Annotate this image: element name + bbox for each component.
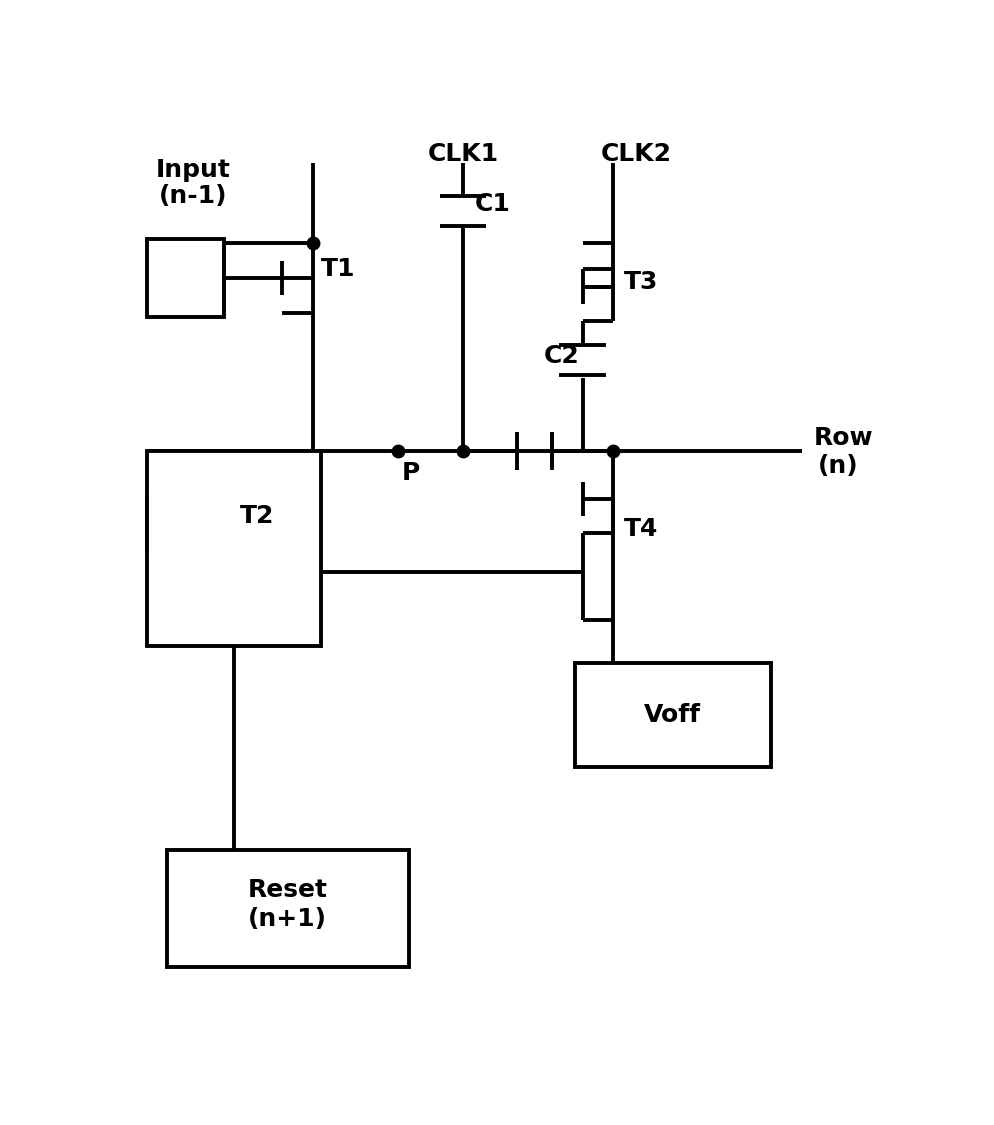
Text: C2: C2 — [544, 344, 580, 368]
Bar — [147, 451, 321, 646]
Text: (n+1): (n+1) — [248, 907, 327, 931]
Text: T4: T4 — [623, 518, 658, 541]
Text: P: P — [402, 461, 419, 485]
Text: CLK2: CLK2 — [601, 142, 672, 166]
Text: T1: T1 — [321, 258, 355, 281]
Text: C1: C1 — [475, 192, 511, 216]
Bar — [167, 849, 410, 966]
Text: (n): (n) — [818, 453, 858, 478]
Text: (n-1): (n-1) — [159, 183, 228, 208]
Text: Reset: Reset — [248, 879, 328, 902]
Text: T3: T3 — [623, 270, 658, 295]
Bar — [575, 664, 771, 767]
Text: Voff: Voff — [644, 703, 701, 728]
Text: CLK1: CLK1 — [427, 142, 499, 166]
Text: Input: Input — [156, 158, 231, 181]
Text: T2: T2 — [240, 504, 274, 528]
Bar — [147, 238, 225, 317]
Text: Row: Row — [814, 426, 874, 450]
Bar — [147, 495, 225, 555]
